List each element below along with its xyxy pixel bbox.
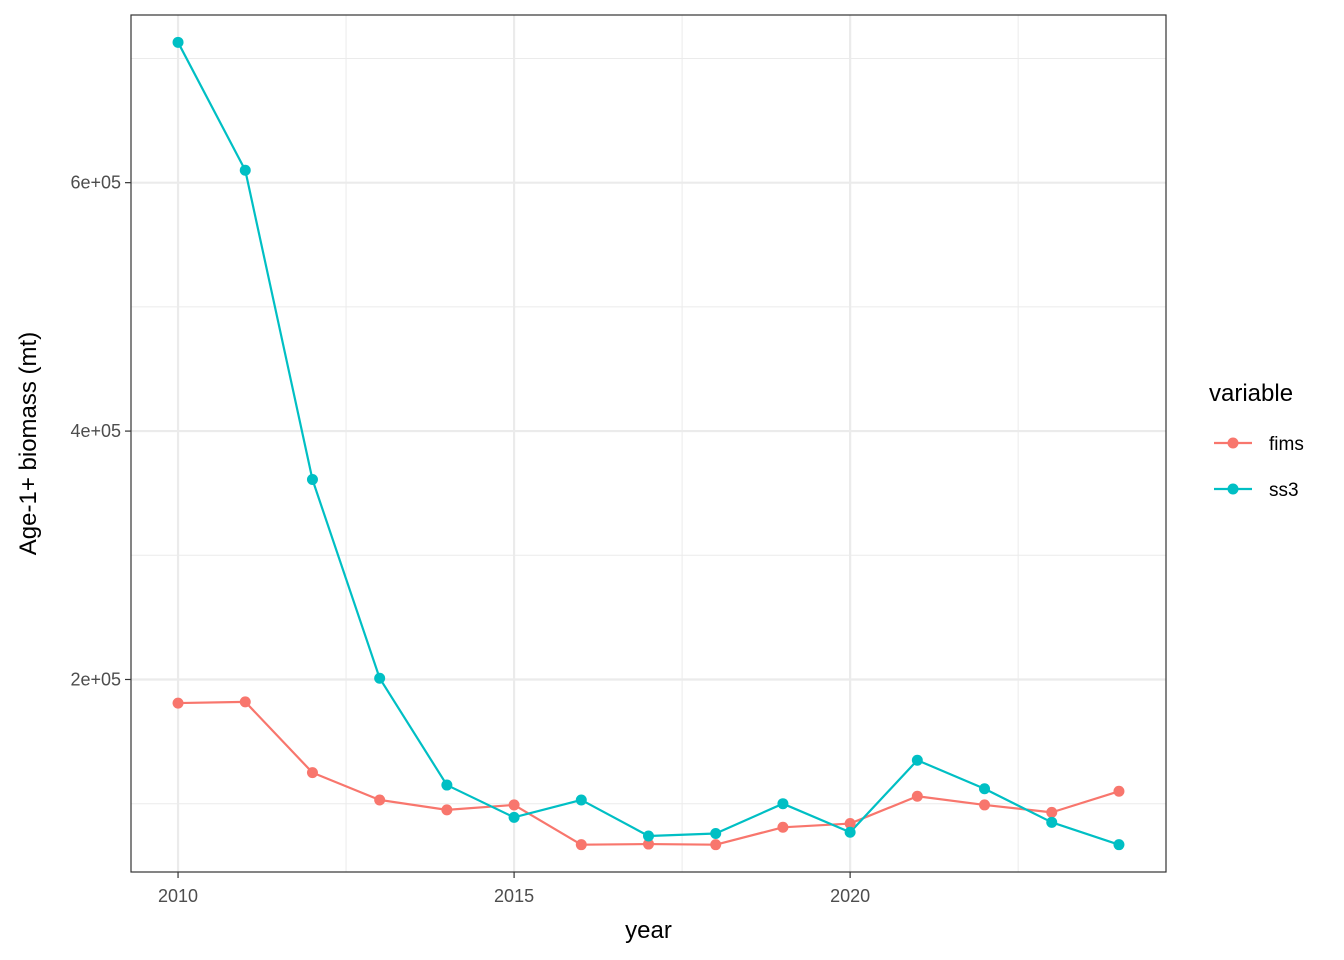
data-point-fims (844, 818, 856, 830)
x-axis-title: year (625, 917, 672, 944)
data-point-fims (575, 839, 587, 851)
major-gridlines (131, 15, 1166, 872)
legend-title: variable (1209, 380, 1293, 407)
data-point-fims (643, 838, 654, 850)
data-point-fims (1113, 785, 1125, 797)
data-point-ss3 (172, 36, 184, 48)
data-point-fims (374, 794, 386, 806)
data-point-ss3 (643, 830, 654, 842)
data-point-fims (911, 790, 923, 802)
legend-key-point-fims (1227, 437, 1239, 449)
data-point-fims (710, 839, 722, 851)
data-point-ss3 (911, 754, 923, 766)
x-axis: 2010 2015 2020 (158, 872, 870, 906)
data-point-ss3 (979, 783, 991, 795)
data-point-ss3 (306, 474, 318, 486)
data-point-ss3 (710, 827, 722, 839)
data-point-ss3 (441, 779, 453, 791)
data-point-ss3 (239, 164, 251, 176)
data-point-fims (508, 799, 520, 811)
x-tick-label: 2010 (158, 886, 198, 906)
panel-border (130, 14, 1167, 873)
data-point-ss3 (508, 811, 520, 823)
data-point-ss3 (844, 826, 856, 838)
data-point-ss3 (1113, 839, 1125, 851)
series-points (172, 36, 1125, 851)
data-point-fims (239, 696, 251, 708)
data-point-ss3 (777, 798, 789, 810)
legend-key-point-ss3 (1227, 483, 1239, 495)
data-point-fims (1046, 806, 1058, 818)
data-point-fims (777, 821, 789, 833)
data-point-fims (979, 799, 991, 811)
y-axis: 2e+05 4e+05 6e+05 (70, 173, 131, 689)
minor-gridlines (131, 15, 1166, 872)
y-axis-title: Age-1+ biomass (mt) (15, 332, 42, 555)
data-point-ss3 (1046, 816, 1058, 828)
y-tick-label: 4e+05 (70, 421, 121, 441)
data-point-ss3 (575, 794, 587, 806)
data-point-fims (172, 697, 184, 709)
data-point-fims (441, 804, 453, 816)
x-tick-label: 2020 (830, 886, 870, 906)
legend: variable fims ss3 (1209, 380, 1304, 501)
legend-label-fims: fims (1269, 434, 1304, 455)
y-tick-label: 2e+05 (70, 669, 121, 689)
data-point-fims (306, 767, 318, 779)
data-point-ss3 (374, 672, 386, 684)
x-tick-label: 2015 (494, 886, 534, 906)
legend-label-ss3: ss3 (1269, 480, 1299, 501)
y-tick-label: 6e+05 (70, 173, 121, 193)
